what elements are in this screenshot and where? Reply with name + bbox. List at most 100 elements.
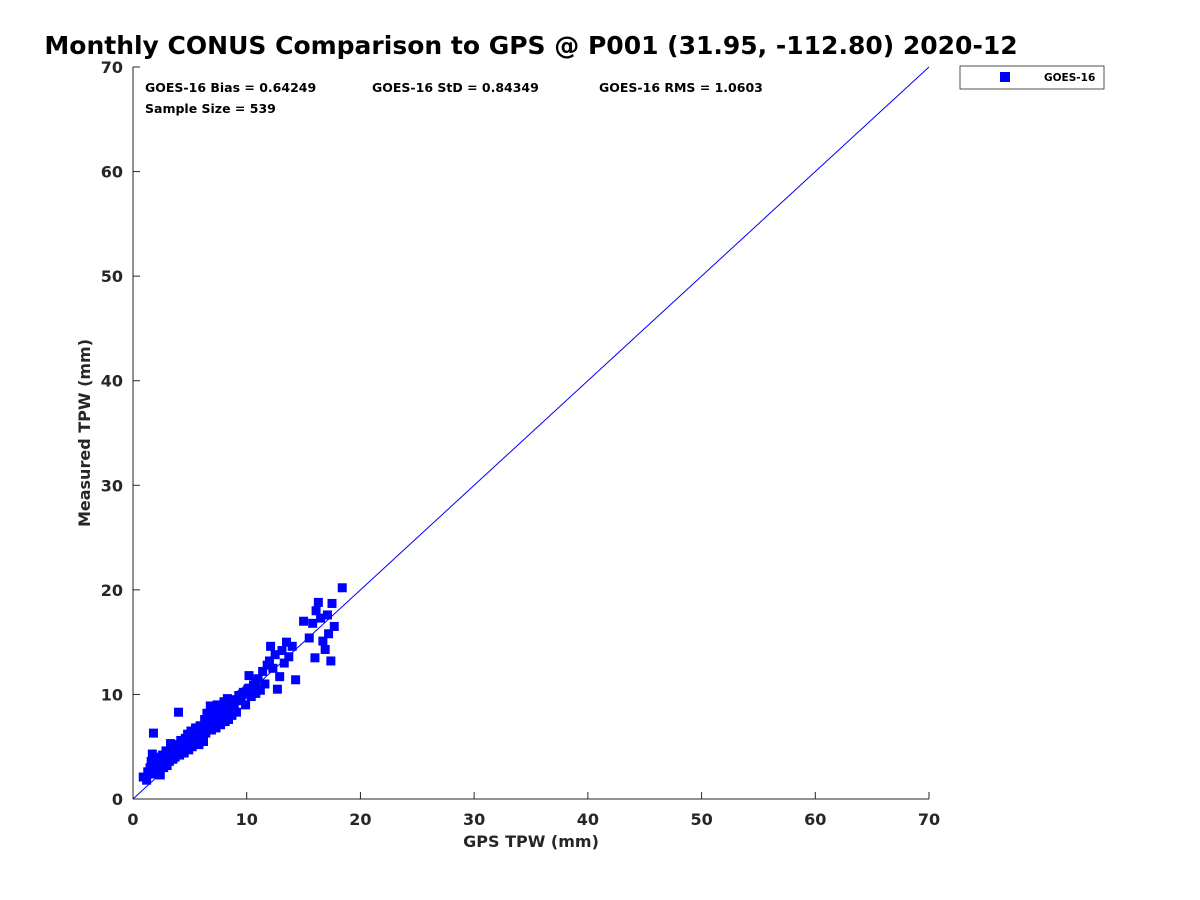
data-point [214,710,224,720]
y-tick-label: 30 [101,476,123,495]
data-point [282,637,292,647]
data-point [194,729,204,739]
legend-marker [1000,72,1010,82]
y-tick-label: 10 [101,685,123,704]
data-point [326,656,336,666]
std-annotation: GOES-16 StD = 0.84349 [372,80,539,95]
data-point [279,658,289,668]
data-point [270,650,280,660]
y-tick-label: 70 [101,58,123,77]
data-point [272,684,282,694]
data-point [161,746,171,756]
data-point [251,688,261,698]
x-tick-label: 70 [918,810,940,829]
x-axis-label: GPS TPW (mm) [463,832,599,851]
data-point [310,653,320,663]
data-point [244,671,254,681]
data-point [299,616,309,626]
data-point [324,629,334,639]
x-tick-label: 0 [127,810,138,829]
y-tick-label: 50 [101,267,123,286]
bias-annotation: GOES-16 Bias = 0.64249 [145,80,316,95]
data-point [322,610,332,620]
data-point [142,775,152,785]
data-point [147,749,157,759]
x-tick-label: 10 [236,810,258,829]
data-point [246,692,256,702]
data-point [176,742,186,752]
data-point [173,707,183,717]
data-point [266,641,276,651]
data-point [146,756,156,766]
data-point [179,748,189,758]
data-point [287,641,297,651]
data-point [304,633,314,643]
x-tick-label: 30 [463,810,485,829]
data-point [277,646,287,656]
data-point [211,723,221,733]
one-to-one-line [132,66,930,800]
data-point [222,694,232,704]
data-point [160,759,170,769]
x-tick-label: 60 [804,810,826,829]
data-point [155,753,165,763]
data-point [210,705,220,715]
y-tick-label: 20 [101,581,123,600]
data-point [202,708,212,718]
rms-annotation: GOES-16 RMS = 1.0603 [599,80,763,95]
data-point [264,656,274,666]
data-point [242,686,252,696]
data-point [241,700,251,710]
sample-size-annotation: Sample Size = 539 [145,101,276,116]
data-point [183,736,193,746]
data-point [268,663,278,673]
x-tick-label: 20 [349,810,371,829]
data-point [228,698,238,708]
data-point [153,766,163,776]
data-point [205,701,215,711]
x-tick-label: 40 [577,810,599,829]
data-point [169,747,179,757]
chart-title: Monthly CONUS Comparison to GPS @ P001 (… [44,31,1017,60]
goes16-points [138,583,347,785]
data-point [235,693,245,703]
data-point [231,707,241,717]
x-tick-label: 50 [690,810,712,829]
data-point [337,583,347,593]
data-point [167,753,177,763]
data-point [148,728,158,738]
data-point [255,685,265,695]
x-axis-ticks: 0 10 20 30 40 50 60 70 [127,792,940,829]
data-point [316,613,326,623]
y-axis-label: Measured TPW (mm) [75,339,94,527]
data-point [327,598,337,608]
data-point [201,728,211,738]
data-point [176,735,186,745]
data-point [146,769,156,779]
data-point [260,679,270,689]
data-point [258,666,268,676]
data-point [308,618,318,628]
data-point [227,710,237,720]
data-point [145,763,155,773]
data-point [199,736,209,746]
data-point [318,636,328,646]
data-point [208,717,218,727]
data-point [162,753,172,763]
data-point [212,700,222,710]
data-point [249,680,259,690]
data-point [313,597,323,607]
data-point [311,606,321,616]
data-point [284,652,294,662]
y-axis-ticks: 0 10 20 30 40 50 60 70 [101,58,140,809]
data-point [173,748,183,758]
data-point [187,735,197,745]
y-tick-label: 60 [101,163,123,182]
y-tick-label: 0 [112,790,123,809]
data-point [189,730,199,740]
data-point [329,621,339,631]
data-point [275,672,285,682]
data-point [291,675,301,685]
data-point [180,742,190,752]
